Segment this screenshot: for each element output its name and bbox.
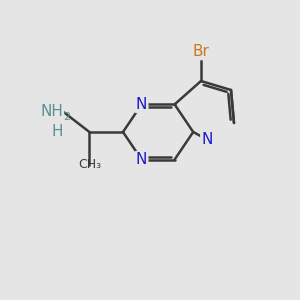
Text: N: N bbox=[136, 97, 147, 112]
Text: Br: Br bbox=[193, 44, 209, 59]
Text: N: N bbox=[201, 132, 213, 147]
Text: NH: NH bbox=[40, 104, 63, 119]
Text: 2: 2 bbox=[64, 112, 71, 122]
Text: N: N bbox=[136, 152, 147, 167]
Text: H: H bbox=[52, 124, 63, 140]
Text: CH₃: CH₃ bbox=[78, 158, 101, 172]
